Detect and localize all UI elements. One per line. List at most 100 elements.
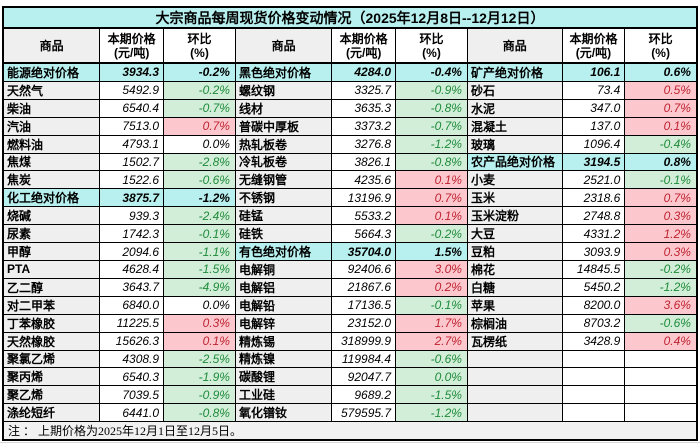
pct-change-cell[interactable]: -0.9% <box>164 386 236 404</box>
price-cell[interactable]: 11225.5 <box>100 314 165 332</box>
pct-change-cell[interactable]: 0.7% <box>164 117 236 135</box>
pct-change-cell[interactable]: -0.6% <box>625 314 696 332</box>
commodity-name-cell[interactable]: 汽油 <box>4 117 101 135</box>
commodity-name-cell[interactable]: 硅锰 <box>236 207 333 225</box>
commodity-name-cell[interactable]: 无缝钢管 <box>236 171 333 189</box>
price-cell[interactable]: 3194.5 <box>562 153 626 171</box>
commodity-name-cell[interactable]: 矿产绝对价格 <box>468 64 563 81</box>
price-cell[interactable]: 1522.6 <box>100 171 165 189</box>
pct-change-cell[interactable]: 0.3% <box>164 314 236 332</box>
price-cell[interactable]: 5450.2 <box>562 278 626 296</box>
pct-change-cell[interactable]: 2.7% <box>396 332 468 350</box>
pct-change-cell[interactable] <box>625 350 696 368</box>
pct-change-cell[interactable]: 0.6% <box>625 64 696 81</box>
commodity-name-cell[interactable]: 乙二醇 <box>4 278 101 296</box>
price-cell[interactable]: 9689.2 <box>332 386 397 404</box>
commodity-name-cell[interactable]: 烧碱 <box>4 207 101 225</box>
pct-change-cell[interactable]: 0.5% <box>625 81 696 99</box>
pct-change-cell[interactable]: -0.8% <box>396 153 468 171</box>
price-cell[interactable]: 6840.0 <box>100 296 165 314</box>
commodity-name-cell[interactable]: 天然气 <box>4 81 101 99</box>
price-cell[interactable]: 17136.5 <box>332 296 397 314</box>
col-header-pct[interactable]: 环比 (%) <box>625 29 696 62</box>
commodity-name-cell[interactable]: 棕榈油 <box>468 314 563 332</box>
commodity-name-cell[interactable]: 玉米淀粉 <box>468 207 563 225</box>
pct-change-cell[interactable]: -2.8% <box>164 153 236 171</box>
commodity-name-cell[interactable]: 燃料油 <box>4 135 101 153</box>
price-cell[interactable]: 35704.0 <box>332 243 397 260</box>
pct-change-cell[interactable]: -0.7% <box>164 99 236 117</box>
price-cell[interactable]: 21867.6 <box>332 278 397 296</box>
pct-change-cell[interactable]: -0.7% <box>396 117 468 135</box>
pct-change-cell[interactable]: 1.7% <box>396 314 468 332</box>
commodity-name-cell[interactable]: 精炼镍 <box>236 350 333 368</box>
commodity-name-cell[interactable]: 玻璃 <box>468 135 563 153</box>
commodity-name-cell[interactable]: 电解铅 <box>236 296 333 314</box>
pct-change-cell[interactable]: 0.4% <box>625 332 696 350</box>
pct-change-cell[interactable]: -0.4% <box>396 64 468 81</box>
pct-change-cell[interactable]: 0.7% <box>396 189 468 207</box>
commodity-name-cell[interactable]: 线材 <box>236 99 333 117</box>
price-cell[interactable]: 6441.0 <box>100 404 165 422</box>
price-cell[interactable]: 1096.4 <box>562 135 626 153</box>
price-cell[interactable]: 4235.6 <box>332 171 397 189</box>
pct-change-cell[interactable]: -1.2% <box>396 135 468 153</box>
price-cell[interactable]: 92406.6 <box>332 260 397 278</box>
commodity-name-cell[interactable]: 甲醇 <box>4 243 101 260</box>
pct-change-cell[interactable]: -0.8% <box>164 404 236 422</box>
commodity-name-cell[interactable]: 大豆 <box>468 225 563 243</box>
price-cell[interactable]: 3643.7 <box>100 278 165 296</box>
commodity-name-cell[interactable]: 普碳中厚板 <box>236 117 333 135</box>
commodity-name-cell[interactable]: 白糖 <box>468 278 563 296</box>
commodity-name-cell[interactable]: 聚氯乙烯 <box>4 350 101 368</box>
price-cell[interactable]: 318999.9 <box>332 332 397 350</box>
commodity-name-cell[interactable]: 涤纶短纤 <box>4 404 101 422</box>
price-cell[interactable]: 347.0 <box>562 99 626 117</box>
pct-change-cell[interactable]: -0.9% <box>396 81 468 99</box>
commodity-name-cell[interactable]: 尿素 <box>4 225 101 243</box>
price-cell[interactable]: 5533.2 <box>332 207 397 225</box>
price-cell[interactable]: 1742.3 <box>100 225 165 243</box>
price-cell[interactable]: 8200.0 <box>562 296 626 314</box>
pct-change-cell[interactable]: 0.3% <box>625 207 696 225</box>
pct-change-cell[interactable]: -0.8% <box>396 99 468 117</box>
price-cell[interactable]: 939.3 <box>100 207 165 225</box>
pct-change-cell[interactable]: -1.2% <box>625 278 696 296</box>
pct-change-cell[interactable]: 0.3% <box>625 243 696 260</box>
price-cell[interactable]: 579595.7 <box>332 404 397 422</box>
commodity-name-cell[interactable]: 对二甲苯 <box>4 296 101 314</box>
price-cell[interactable]: 3325.7 <box>332 81 397 99</box>
pct-change-cell[interactable]: -4.9% <box>164 278 236 296</box>
pct-change-cell[interactable]: -1.1% <box>164 243 236 260</box>
price-cell[interactable]: 3276.8 <box>332 135 397 153</box>
commodity-name-cell[interactable]: 棉花 <box>468 260 563 278</box>
pct-change-cell[interactable]: -0.1% <box>625 171 696 189</box>
commodity-name-cell[interactable] <box>468 404 563 422</box>
price-cell[interactable]: 3373.2 <box>332 117 397 135</box>
commodity-name-cell[interactable]: 苹果 <box>468 296 563 314</box>
price-cell[interactable]: 7039.5 <box>100 386 165 404</box>
price-cell[interactable]: 137.0 <box>562 117 626 135</box>
pct-change-cell[interactable]: -2.5% <box>164 350 236 368</box>
pct-change-cell[interactable]: 0.8% <box>625 153 696 171</box>
pct-change-cell[interactable]: -1.9% <box>164 368 236 386</box>
pct-change-cell[interactable]: 0.1% <box>625 117 696 135</box>
commodity-name-cell[interactable]: 水泥 <box>468 99 563 117</box>
commodity-name-cell[interactable]: 农产品绝对价格 <box>468 153 563 171</box>
price-cell[interactable]: 2521.0 <box>562 171 626 189</box>
commodity-name-cell[interactable]: 氧化镨钕 <box>236 404 333 422</box>
pct-change-cell[interactable]: -1.2% <box>164 189 236 207</box>
price-cell[interactable]: 106.1 <box>562 64 626 81</box>
pct-change-cell[interactable]: -0.2% <box>164 81 236 99</box>
price-cell[interactable]: 7513.0 <box>100 117 165 135</box>
pct-change-cell[interactable]: 0.7% <box>625 99 696 117</box>
price-cell[interactable]: 3635.3 <box>332 99 397 117</box>
price-cell[interactable]: 3875.7 <box>100 189 165 207</box>
price-cell[interactable]: 5492.9 <box>100 81 165 99</box>
price-cell[interactable]: 2748.8 <box>562 207 626 225</box>
commodity-name-cell[interactable]: 有色绝对价格 <box>236 243 333 260</box>
pct-change-cell[interactable]: -0.6% <box>164 171 236 189</box>
commodity-name-cell[interactable]: 焦炭 <box>4 171 101 189</box>
pct-change-cell[interactable]: 0.1% <box>396 171 468 189</box>
commodity-name-cell[interactable]: 精炼锡 <box>236 332 333 350</box>
